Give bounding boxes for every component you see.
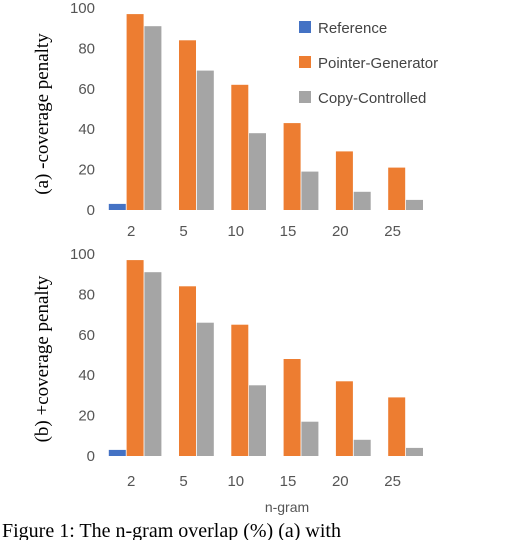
bar-a-pointer-generator-5: [179, 40, 196, 210]
bar-b-pointer-generator-20: [335, 381, 353, 456]
bar-a-copy-controlled-15: [301, 171, 319, 210]
x-tick-label-a-5: 5: [179, 223, 187, 240]
bar-b-copy-controlled-2: [144, 272, 162, 456]
bar-a-copy-controlled-20: [353, 191, 371, 210]
y-tick-label-a-0: 0: [87, 202, 95, 219]
bar-a-pointer-generator-15: [283, 123, 301, 210]
legend-swatch-reference: [299, 21, 311, 33]
bar-a-reference-2: [108, 203, 126, 210]
y-tick-label-b-20: 20: [78, 408, 95, 425]
y-ticks-panel-b: 0 20 40 60 80 100: [70, 246, 95, 465]
bar-a-copy-controlled-2: [144, 26, 162, 211]
bar-b-copy-controlled-5: [196, 322, 214, 456]
bar-a-pointer-generator-20: [335, 151, 353, 210]
bar-b-pointer-generator-2: [126, 260, 144, 456]
bar-b-copy-controlled-10: [249, 385, 266, 456]
y-tick-label-b-40: 40: [78, 367, 95, 384]
bar-a-copy-controlled-5: [196, 70, 214, 210]
y-ticks-panel-a: 0 20 40 60 80 100: [70, 0, 95, 219]
y-axis-label-panel-a: (a) -coverage penalty: [32, 33, 53, 195]
x-tick-label-b-2: 2: [127, 473, 135, 490]
x-tick-label-b-5: 5: [179, 473, 187, 490]
bar-a-pointer-generator-10: [231, 84, 249, 210]
y-tick-label-b-60: 60: [78, 327, 95, 344]
x-tick-label-a-2: 2: [127, 223, 135, 240]
x-tick-label-a-10: 10: [227, 223, 244, 240]
legend-swatch-copy-controlled: [299, 91, 311, 103]
bar-b-reference-2: [108, 449, 126, 456]
x-tick-label-b-10: 10: [227, 473, 244, 490]
x-tick-label-a-20: 20: [332, 223, 349, 240]
x-tick-label-b-20: 20: [332, 473, 349, 490]
x-tick-label-b-15: 15: [280, 473, 297, 490]
figure-caption: Figure 1: The n-gram overlap (%) (a) wit…: [2, 520, 341, 540]
bar-b-copy-controlled-15: [301, 421, 319, 456]
y-tick-label-a-100: 100: [70, 0, 95, 17]
bar-a-copy-controlled-25: [406, 199, 423, 210]
y-tick-label-a-80: 80: [78, 40, 95, 57]
x-tick-label-a-15: 15: [280, 223, 297, 240]
bar-b-pointer-generator-5: [179, 286, 196, 456]
y-tick-label-a-60: 60: [78, 81, 95, 98]
bars-panel-a: [108, 14, 423, 211]
x-ticks-panel-a: 2 5 10 15 20 25: [127, 223, 401, 240]
y-tick-label-b-100: 100: [70, 246, 95, 263]
y-tick-label-b-80: 80: [78, 286, 95, 303]
y-tick-label-a-40: 40: [78, 121, 95, 138]
bar-a-copy-controlled-10: [249, 133, 266, 210]
bar-b-copy-controlled-25: [406, 447, 423, 456]
legend-label-copy-controlled: Copy-Controlled: [318, 90, 426, 107]
bar-b-pointer-generator-25: [388, 397, 406, 456]
bar-b-copy-controlled-20: [353, 439, 371, 456]
y-axis-label-panel-b: (b) +coverage penalty: [32, 275, 53, 442]
bar-a-pointer-generator-25: [388, 167, 406, 210]
x-axis-label: n-gram: [265, 499, 309, 515]
bar-b-pointer-generator-10: [231, 324, 249, 456]
bar-a-pointer-generator-2: [126, 14, 144, 210]
x-ticks-panel-b: 2 5 10 15 20 25: [127, 473, 401, 490]
bar-b-pointer-generator-15: [283, 359, 301, 456]
legend: Reference Pointer-Generator Copy-Control…: [299, 20, 438, 107]
legend-swatch-pointer-generator: [299, 56, 311, 68]
x-tick-label-a-25: 25: [384, 223, 401, 240]
legend-label-pointer-generator: Pointer-Generator: [318, 55, 438, 72]
x-tick-label-b-25: 25: [384, 473, 401, 490]
y-tick-label-a-20: 20: [78, 162, 95, 179]
bars-panel-b: [108, 260, 423, 456]
legend-label-reference: Reference: [318, 20, 387, 37]
y-tick-label-b-0: 0: [87, 448, 95, 465]
